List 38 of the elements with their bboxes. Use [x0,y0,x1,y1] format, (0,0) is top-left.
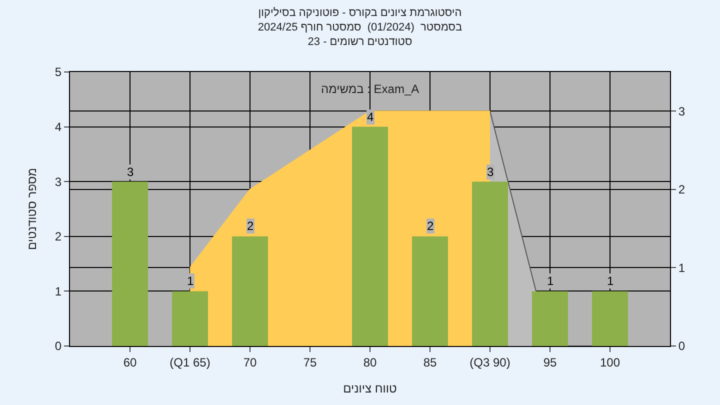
x-tick-label: (Q3 90) [470,355,510,370]
bar [412,236,448,346]
y-axis-title: מספר סטודנטים [25,168,40,250]
bar [172,291,208,346]
x-tick-label: 75 [303,355,317,370]
y-tick-label: 0 [54,339,62,354]
data-label: 1 [547,274,554,288]
bar [112,182,148,346]
y-tick-label: 5 [54,65,62,80]
x-tick-label: 100 [600,355,620,370]
data-label: 1 [607,274,614,288]
y-tick-label: 4 [54,120,62,134]
x-tick-label: 80 [363,355,377,370]
y2-tick-label: 2 [678,182,686,197]
x-axis-title: טווח ציונים [343,381,398,396]
data-label: 2 [427,219,434,233]
x-tick-label: (Q1 65) [170,355,210,370]
x-tick-label: 70 [243,355,257,370]
data-label: 3 [487,165,494,179]
bar [592,291,628,346]
bar [532,291,568,346]
annotation: במשימה : Exam_A [321,82,420,96]
y2-tick-label: 1 [678,260,686,275]
y-tick-label: 3 [54,174,62,189]
data-label: 2 [247,219,254,233]
x-tick-label: 60 [123,355,137,370]
y-tick-label: 1 [54,284,62,298]
y2-tick-label: 3 [678,104,686,118]
y2-tick-label: 0 [678,339,686,354]
bar [232,236,268,346]
chart-title: היסטוגרמת ציונים בקורס - פוטוניקה בסיליקון בסמסטר (01/2024) סמסטר חורף 2024/25 סטודנטים רשומים - 23 [258,7,462,48]
data-label: 4 [367,110,374,124]
data-label: 3 [127,165,134,179]
y-tick-label: 2 [54,230,62,244]
x-tick-label: 85 [423,355,437,370]
x-tick-label: 95 [543,355,557,370]
bar [352,126,388,346]
data-label: 1 [187,274,194,288]
